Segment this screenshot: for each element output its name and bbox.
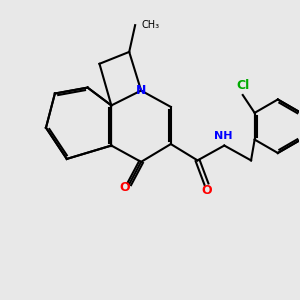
Text: O: O bbox=[119, 181, 130, 194]
Text: O: O bbox=[201, 184, 212, 196]
Text: Cl: Cl bbox=[236, 79, 249, 92]
Text: CH₃: CH₃ bbox=[141, 20, 159, 30]
Text: N: N bbox=[136, 84, 146, 97]
Text: NH: NH bbox=[214, 131, 232, 141]
